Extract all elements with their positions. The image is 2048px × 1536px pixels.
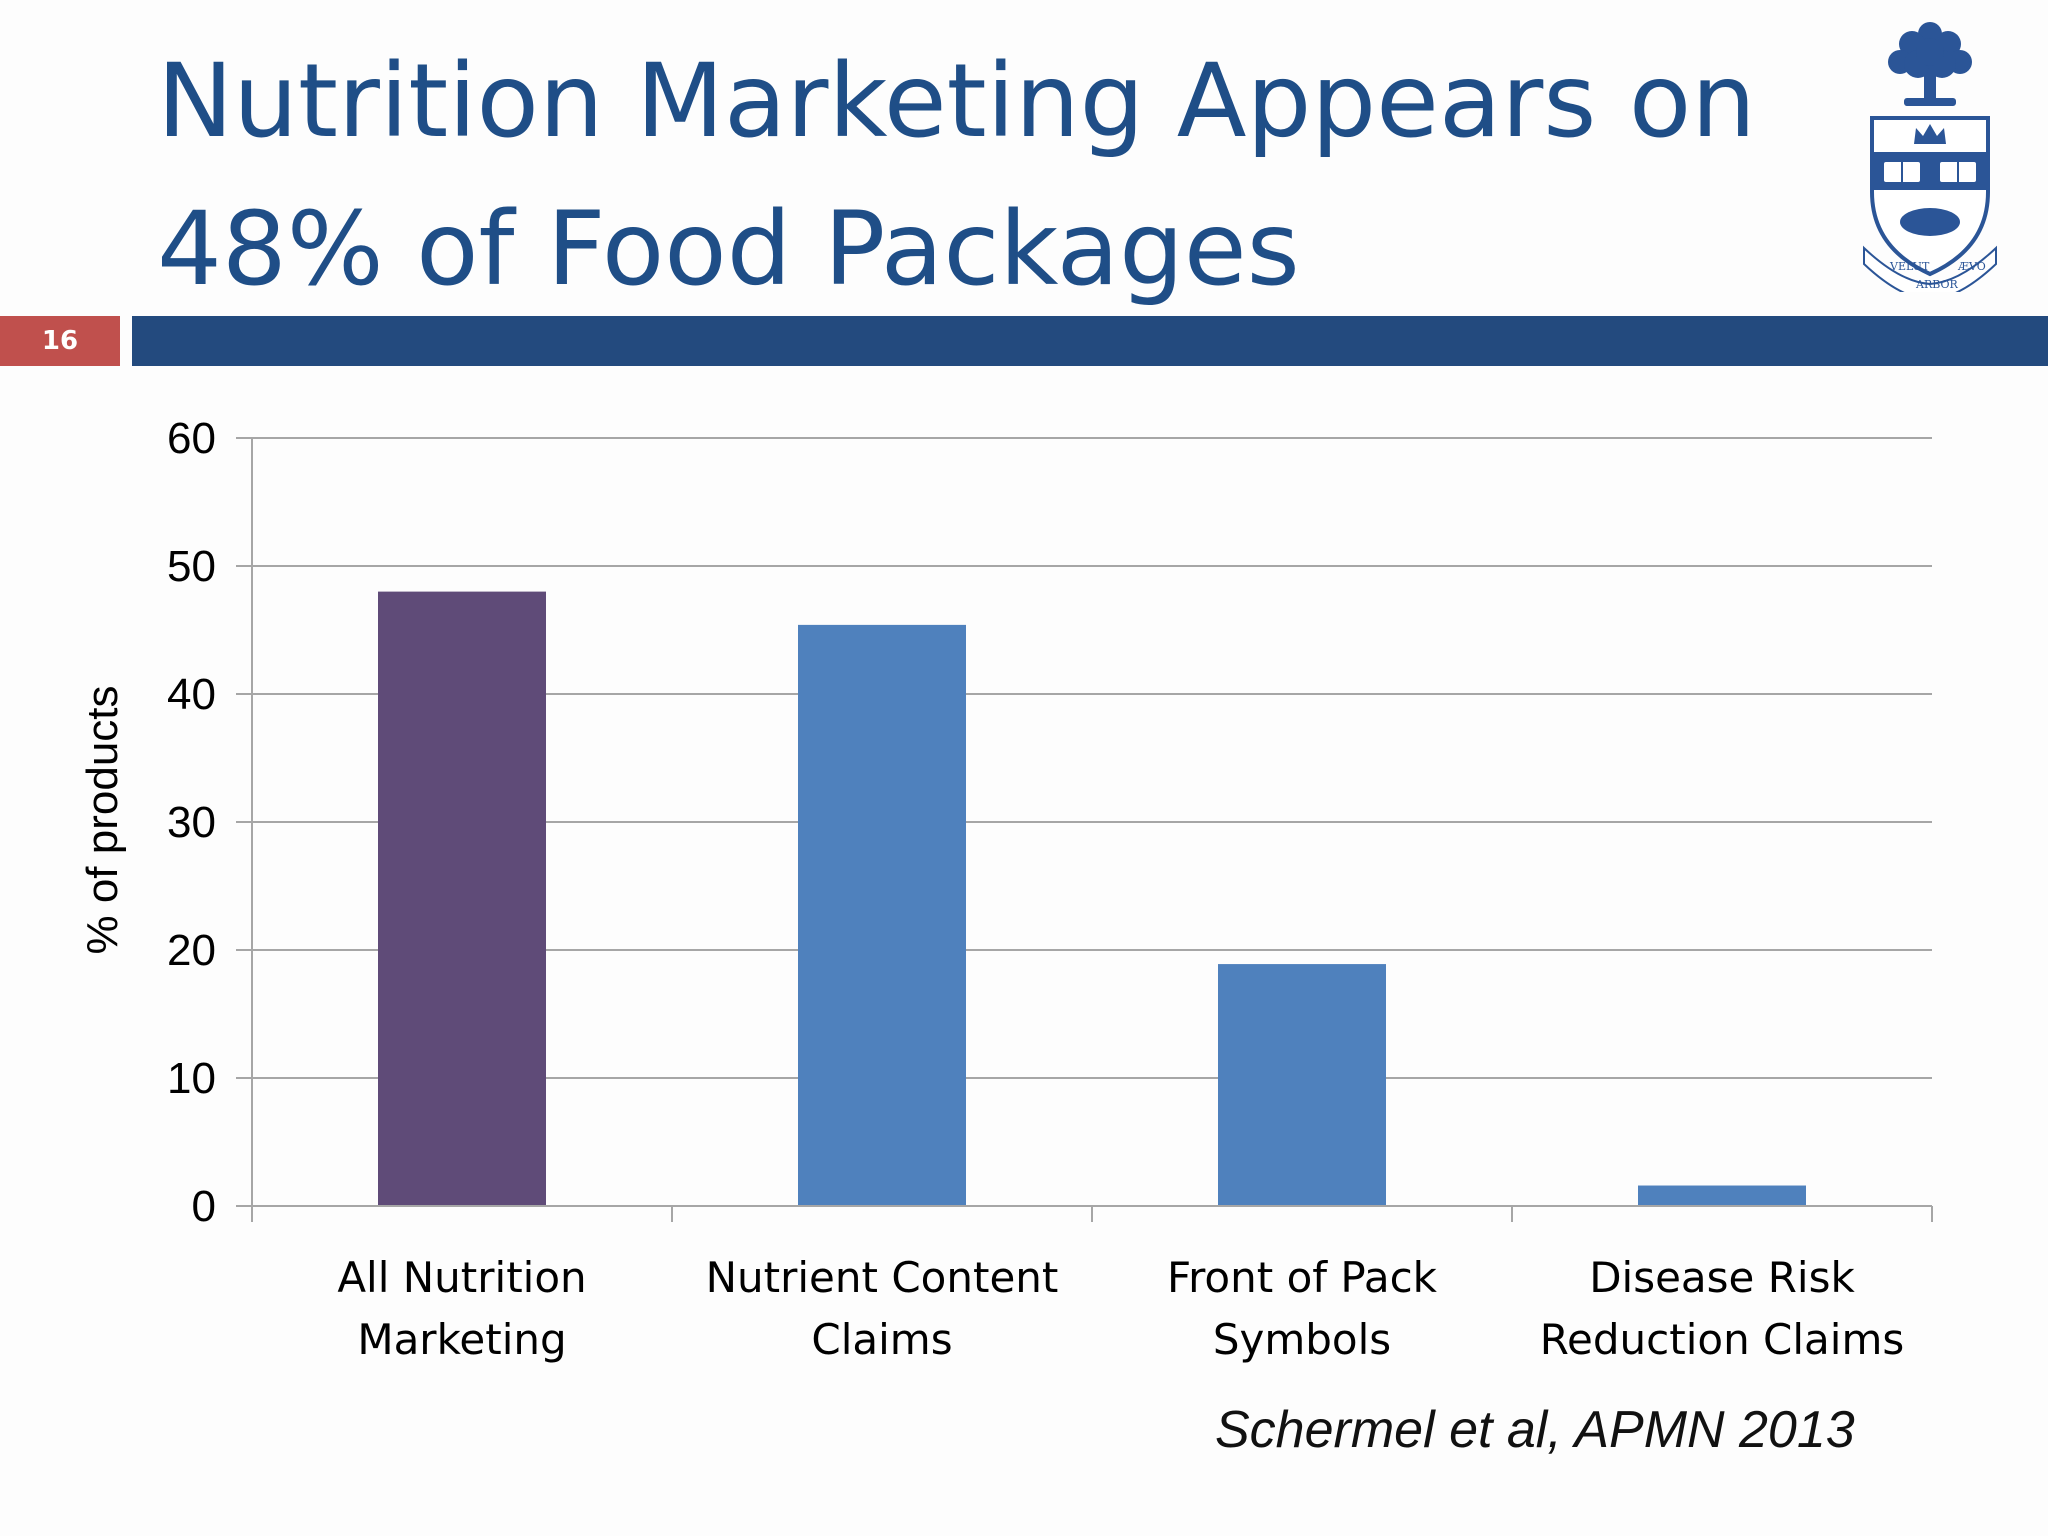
bar — [1638, 1185, 1806, 1206]
y-axis-label: % of products — [78, 685, 127, 954]
bar — [1218, 964, 1386, 1206]
slide-number: 16 — [0, 316, 120, 366]
crest-motto-left: VELUT — [1889, 260, 1930, 273]
crest-motto-banner — [1863, 245, 1997, 292]
bar — [798, 624, 966, 1206]
y-tick-label: 60 — [167, 414, 216, 463]
crest-motto-right: ÆVO — [1957, 260, 1986, 273]
x-category-label: Disease Risk — [1589, 1253, 1855, 1302]
crest-motto-bottom: ARBOR — [1915, 278, 1959, 291]
y-tick-label: 50 — [167, 542, 216, 591]
bar — [378, 591, 546, 1206]
y-tick-label: 20 — [167, 926, 216, 975]
crown-icon — [1914, 124, 1946, 144]
beaver-icon — [1900, 208, 1960, 236]
x-category-label: Marketing — [357, 1315, 566, 1364]
x-category-label: All Nutrition — [337, 1253, 586, 1302]
slide-title-line-2: 48% of Food Packages — [157, 190, 1300, 309]
x-category-label: Nutrient Content — [706, 1253, 1059, 1302]
bar-chart: 0 10 20 30 40 50 60 All Nutrition Marketing Nutri… — [78, 414, 1933, 1364]
y-tick-label: 0 — [192, 1182, 216, 1231]
crest-tree — [1888, 22, 1972, 106]
citation: Schermel et al, APMN 2013 — [1215, 1401, 1855, 1459]
x-category-label: Reduction Claims — [1540, 1315, 1905, 1364]
y-tick-label: 30 — [167, 798, 216, 847]
x-category-label: Claims — [811, 1315, 952, 1364]
x-category-label: Symbols — [1213, 1315, 1391, 1364]
slide-title-line-1: Nutrition Marketing Appears on — [157, 42, 1756, 161]
university-crest-logo: VELUT ÆVO ARBOR — [1863, 22, 1997, 292]
header-divider-bar — [132, 316, 2048, 366]
y-tick-label: 10 — [167, 1054, 216, 1103]
x-category-label: Front of Pack — [1167, 1253, 1438, 1302]
slide-title: Nutrition Marketing Appears on 48% of Fo… — [157, 28, 1797, 324]
y-tick-label: 40 — [167, 670, 216, 719]
